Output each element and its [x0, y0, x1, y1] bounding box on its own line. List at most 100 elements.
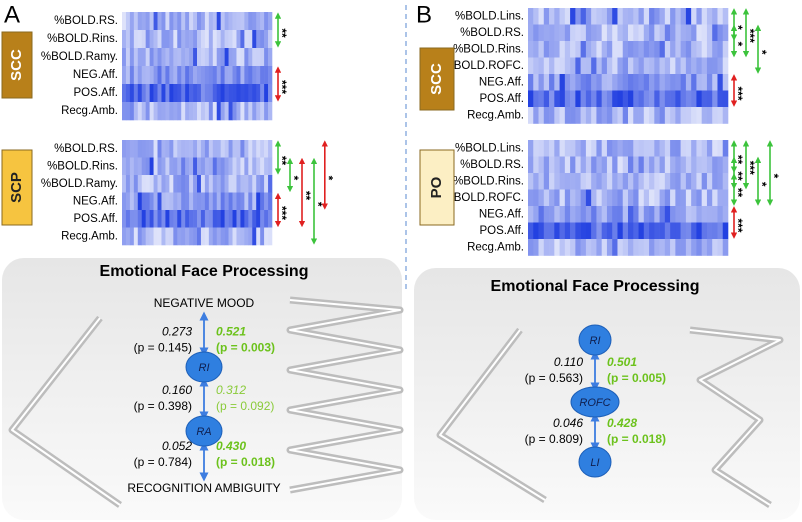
- heatmap-cell: [141, 227, 146, 246]
- heatmap-cell: [670, 41, 676, 58]
- heatmap-cell: [244, 48, 249, 67]
- heatmap-cell: [122, 192, 127, 211]
- heatmap-cell: [706, 90, 713, 108]
- heatmap-cell: [575, 239, 581, 256]
- heatmap-cell: [173, 12, 178, 31]
- group-label: SCC: [8, 49, 25, 81]
- heatmap-cell: [220, 192, 225, 211]
- heatmap-cell: [204, 227, 210, 246]
- heatmap-cell: [528, 74, 534, 91]
- heatmap-cell: [177, 30, 182, 49]
- heatmap-cell: [585, 239, 592, 256]
- heatmap-cell: [659, 206, 666, 223]
- heatmap-cell: [691, 74, 697, 91]
- heatmap-cell: [717, 41, 724, 58]
- heatmap-cell: [591, 206, 597, 223]
- heatmap-cell: [256, 48, 261, 67]
- heatmap-cell: [596, 107, 602, 124]
- heatmap-cell: [169, 66, 174, 85]
- significance-stars: ***: [275, 80, 289, 94]
- heatmap-cell: [208, 210, 214, 228]
- heatmap-cell: [268, 30, 273, 49]
- heatmap-cell: [564, 8, 571, 25]
- heatmap-cell: [161, 210, 166, 228]
- node-label: RI: [199, 362, 210, 374]
- heatmap-cell: [200, 175, 206, 193]
- heatmap-cell: [654, 74, 660, 91]
- heatmap-cell: [224, 30, 229, 49]
- heatmap-cell: [533, 156, 539, 174]
- heatmap-cell: [181, 140, 186, 158]
- heatmap-cell: [129, 12, 135, 31]
- heatmap-cell: [533, 173, 539, 190]
- heatmap-cell: [664, 8, 671, 25]
- heatmap-cell: [591, 107, 597, 124]
- heatmap-cell: [260, 12, 265, 31]
- heatmap-cell: [633, 156, 639, 174]
- heatmap-cell: [596, 206, 602, 223]
- coefficient-left: 0.110: [554, 355, 583, 369]
- coefficient-right: 0.521: [216, 325, 246, 339]
- heatmap-cell: [659, 41, 666, 58]
- heatmap-cell: [554, 239, 560, 256]
- heatmap-cell: [564, 57, 571, 75]
- heatmap-cell: [197, 175, 202, 193]
- significance-stars: ***: [275, 206, 289, 220]
- heatmap-cell: [181, 157, 186, 176]
- heatmap-cell: [580, 156, 587, 174]
- heatmap-cell: [570, 107, 576, 124]
- heatmap-cell: [197, 157, 202, 176]
- heatmap-cell: [252, 84, 257, 103]
- heatmap-cell: [596, 189, 602, 207]
- heatmap-cell: [212, 48, 218, 67]
- heatmap-cell: [717, 24, 724, 42]
- heatmap-cell: [161, 140, 166, 158]
- heatmap-cell: [591, 140, 597, 157]
- heatmap-cell: [224, 84, 229, 103]
- heatmap-cell: [161, 175, 166, 193]
- heatmap-cell: [706, 239, 713, 256]
- heatmap-cell: [232, 30, 237, 49]
- heatmap-cell: [256, 192, 261, 211]
- heatmap-cell: [675, 173, 681, 190]
- heatmap-cell: [680, 90, 687, 108]
- heatmap-cell: [675, 189, 681, 207]
- heatmap-cell: [722, 24, 729, 42]
- heatmap-cell: [717, 239, 724, 256]
- heatmap-cell: [617, 24, 624, 42]
- heatmap-cell: [585, 140, 592, 157]
- coefficient-right: 0.428: [607, 416, 637, 430]
- heatmap-cell: [133, 175, 139, 193]
- heatmap-cell: [685, 24, 692, 42]
- heatmap-cell: [706, 24, 713, 42]
- heatmap-cell: [670, 189, 676, 207]
- heatmap-cell: [169, 30, 174, 49]
- heatmap-cell: [664, 107, 671, 124]
- heatmap: [528, 140, 729, 256]
- heatmap-cell: [268, 102, 273, 121]
- heatmap-cell: [601, 189, 608, 207]
- heatmap-cell: [161, 12, 166, 31]
- heatmap-cell: [264, 48, 269, 67]
- heatmap-cell: [204, 102, 210, 121]
- heatmap-cell: [596, 74, 602, 91]
- heatmap-cell: [638, 90, 645, 108]
- heatmap-cell: [649, 41, 655, 58]
- heatmap-cell: [717, 173, 724, 190]
- heatmap-cell: [601, 222, 608, 240]
- heatmap-cell: [129, 84, 135, 103]
- heatmap-cell: [244, 140, 249, 158]
- heatmap-cell: [149, 102, 154, 121]
- heatmap-cell: [596, 140, 602, 157]
- heatmap-cell: [717, 222, 724, 240]
- heatmap-cell: [580, 8, 587, 25]
- group-badge: [419, 47, 455, 111]
- heatmap-cell: [248, 157, 253, 176]
- heatmap-cell: [177, 140, 182, 158]
- heatmap-cell: [701, 189, 708, 207]
- heatmap-cell: [691, 173, 697, 190]
- heatmap-cell: [712, 239, 718, 256]
- heatmap-cell: [232, 140, 237, 158]
- heatmap-cell: [633, 189, 639, 207]
